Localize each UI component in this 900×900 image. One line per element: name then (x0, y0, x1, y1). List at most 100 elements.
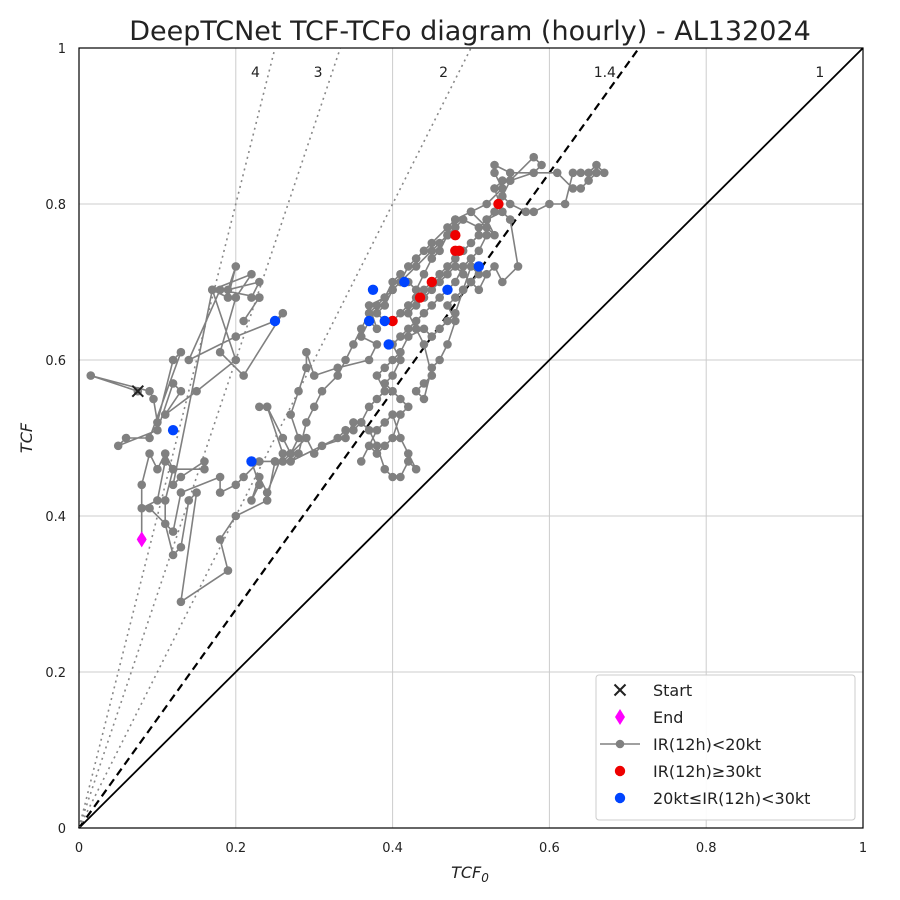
track-point-170 (388, 410, 397, 419)
track-point-222 (403, 308, 413, 318)
start-marker-stroke-b (131, 384, 145, 398)
plot-frame (78, 47, 864, 829)
y-tick-label-5: 1 (58, 42, 66, 57)
track-point-252 (364, 402, 374, 412)
track-point-164 (380, 441, 390, 451)
track-point-154 (396, 332, 405, 341)
legend-end-icon (615, 709, 625, 725)
y-tick-label-4: 0.8 (45, 198, 66, 213)
high-rate-point-3 (450, 245, 461, 256)
track-point-189 (333, 371, 343, 380)
track-point-219 (427, 285, 437, 295)
track-point-259 (286, 449, 295, 458)
track-point-57 (278, 449, 288, 458)
track-point-29 (278, 308, 288, 318)
mid-rate-point-3 (367, 284, 379, 295)
track-point-225 (427, 371, 437, 380)
mid-rate-point-1 (442, 284, 453, 295)
track-point-46 (215, 472, 225, 482)
track-point-133 (403, 301, 413, 310)
track-point-199 (427, 246, 437, 256)
track-point-209 (513, 262, 523, 271)
track-point-242 (435, 324, 444, 334)
track-point-234 (451, 293, 460, 302)
track-point-156 (396, 355, 405, 365)
track-point-72 (356, 332, 366, 341)
track-point-215 (458, 269, 468, 279)
track-point-88 (490, 230, 499, 240)
track-point-105 (576, 168, 586, 178)
legend-track-dot-icon (615, 739, 625, 749)
track-point-238 (466, 262, 476, 271)
track-point-87 (482, 223, 491, 232)
track-point-78 (396, 269, 405, 279)
track-point-137 (435, 269, 444, 279)
legend-item-mid_rate: 20kt≤IR(12h)<30kt (614, 789, 810, 808)
x-tick-label-1: 0.2 (225, 841, 246, 856)
track-point-3 (149, 394, 158, 404)
track-point-223 (411, 324, 421, 334)
y-tick-label-2: 0.4 (45, 510, 66, 525)
track-point-178 (372, 441, 382, 451)
track-point-113 (552, 168, 562, 178)
track-point-106 (584, 168, 593, 178)
reference-label-2: 2 (439, 65, 448, 81)
x-tick-label-4: 0.8 (696, 841, 717, 856)
track-point-263 (231, 511, 241, 521)
track-point-162 (396, 410, 405, 419)
track-point-98 (498, 191, 507, 201)
track-point-216 (451, 262, 460, 271)
track-point-30 (239, 371, 248, 380)
track-point-65 (294, 386, 303, 396)
track-point-212 (482, 269, 491, 279)
track-point-239 (458, 285, 468, 295)
track-point-166 (364, 441, 374, 451)
track-point-109 (592, 168, 601, 178)
legend-item-end: End (615, 708, 683, 727)
legend-box (595, 674, 856, 821)
track-point-179 (364, 425, 374, 435)
track-point-236 (466, 277, 476, 287)
track-point-41 (153, 496, 162, 505)
track-point-14 (192, 386, 201, 396)
track-point-208 (505, 215, 515, 224)
track-point-50 (255, 457, 264, 466)
legend-label-start: Start (653, 681, 692, 700)
legend-label-mid_rate: 20kt≤IR(12h)<30kt (653, 789, 810, 808)
track-point-7 (145, 433, 154, 443)
track-point-100 (521, 207, 531, 217)
track-point-71 (372, 340, 382, 349)
track-point-123 (419, 246, 429, 256)
track-point-249 (372, 371, 382, 380)
track-point-55 (255, 472, 264, 482)
track-point-171 (396, 433, 405, 443)
track-line (90, 156, 606, 603)
reference-lines: 1 1.4 2 3 4 (78, 47, 864, 829)
track-point-277 (137, 480, 147, 490)
track-point-255 (341, 433, 350, 443)
track-point-66 (302, 363, 311, 373)
track-point-40 (160, 457, 170, 466)
mid-rate-point-2 (399, 276, 410, 288)
track-point-97 (505, 176, 515, 185)
track-point-122 (427, 238, 437, 248)
track-point-91 (490, 184, 499, 193)
track-point-49 (239, 472, 248, 482)
y-tick-label-0: 0 (58, 822, 66, 837)
track-point-147 (451, 277, 460, 287)
track-point-13 (160, 410, 170, 419)
track-point-250 (380, 386, 390, 396)
track-point-33 (247, 269, 256, 279)
track-point-124 (411, 254, 421, 263)
track-point-80 (411, 285, 421, 295)
track-point-237 (474, 269, 484, 279)
track-point-23 (239, 316, 248, 326)
reference-line-3 (78, 47, 342, 829)
track-point-274 (160, 449, 170, 458)
track-point-44 (168, 527, 178, 536)
track-point-101 (529, 207, 539, 217)
track-point-42 (137, 503, 147, 513)
track-point-117 (498, 184, 507, 193)
track-point-152 (411, 316, 421, 326)
track-point-256 (317, 441, 327, 451)
